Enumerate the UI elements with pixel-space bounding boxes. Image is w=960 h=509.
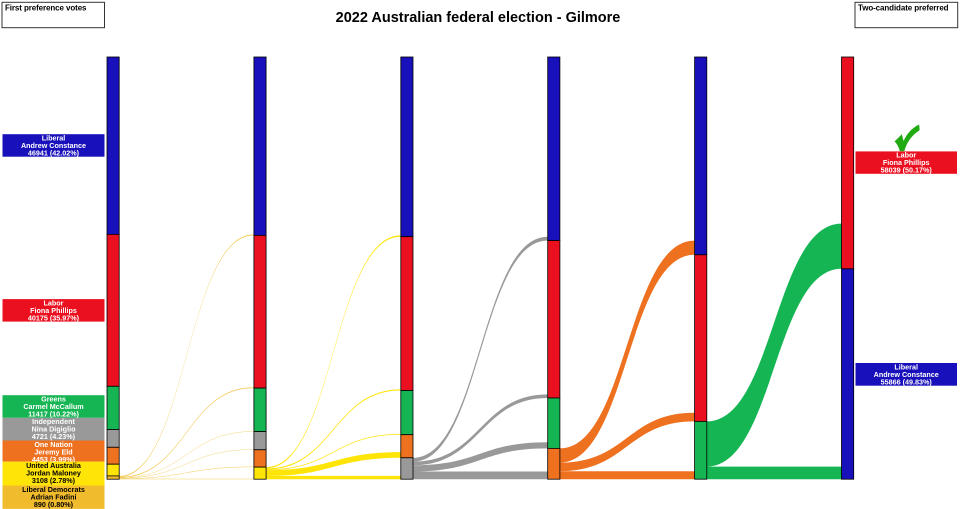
svg-text:Liberal Democrats: Liberal Democrats [22,485,85,494]
svg-text:Nina Digiglio: Nina Digiglio [32,425,77,434]
svg-text:11417 (10.22%): 11417 (10.22%) [28,410,79,419]
svg-text:46941 (42.02%): 46941 (42.02%) [28,149,80,158]
svg-text:United Australia: United Australia [26,461,82,470]
svg-text:Jordan Maloney: Jordan Maloney [26,468,81,477]
svg-text:Two-candidate preferred: Two-candidate preferred [858,4,949,13]
svg-text:Carmel McCallum: Carmel McCallum [23,402,83,411]
svg-text:Fiona Phillips: Fiona Phillips [883,158,930,167]
svg-text:2022 Australian federal electi: 2022 Australian federal election - Gilmo… [336,10,621,26]
svg-text:Labor: Labor [896,151,916,160]
svg-text:Andrew Constance: Andrew Constance [21,141,86,150]
svg-text:58039 (50.17%): 58039 (50.17%) [881,166,933,175]
svg-text:Independent: Independent [32,417,75,426]
svg-text:Greens: Greens [41,395,66,404]
svg-text:One Nation: One Nation [34,440,72,449]
svg-text:Adrian Fadini: Adrian Fadini [31,492,77,501]
svg-text:Liberal: Liberal [42,134,66,143]
svg-text:4721 (4.23%): 4721 (4.23%) [32,432,76,441]
svg-text:Jeremy Eld: Jeremy Eld [34,447,72,456]
svg-text:4453 (3.99%): 4453 (3.99%) [32,455,76,464]
svg-text:Labor: Labor [44,298,64,307]
svg-text:3108 (2.78%): 3108 (2.78%) [32,476,76,485]
svg-text:Fiona Phillips: Fiona Phillips [30,306,77,315]
svg-text:40175 (35.97%): 40175 (35.97%) [28,313,80,322]
svg-text:55866 (49.83%): 55866 (49.83%) [881,377,933,386]
svg-text:First preference votes: First preference votes [5,4,87,13]
svg-text:Andrew Constance: Andrew Constance [874,370,939,379]
svg-text:890 (0.80%): 890 (0.80%) [34,500,74,509]
svg-text:Liberal: Liberal [894,362,918,371]
